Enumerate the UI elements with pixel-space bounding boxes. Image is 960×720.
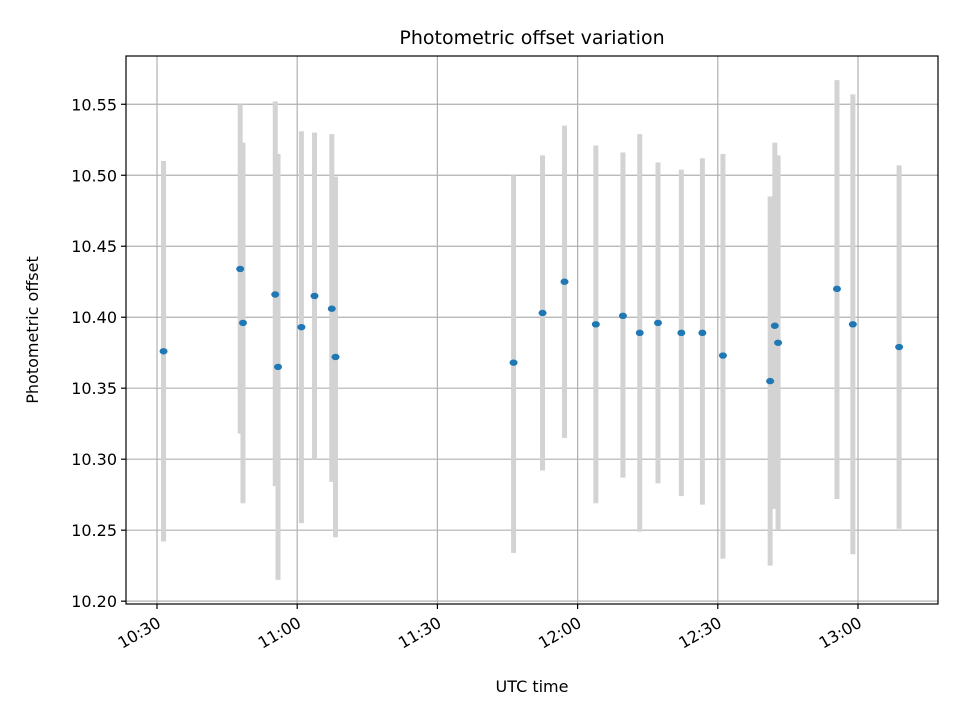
y-tick-label: 10.55 [71, 95, 117, 114]
data-point [766, 377, 775, 385]
point-layer [159, 265, 904, 385]
y-axis-label: Photometric offset [23, 256, 42, 404]
data-point [618, 312, 627, 320]
y-axis-ticks: 10.20 10.25 10.30 10.35 10.40 10.45 10.50 10.55 [71, 95, 126, 611]
data-point [274, 363, 283, 371]
data-point [310, 292, 319, 300]
chart-title: Photometric offset variation [399, 27, 664, 49]
data-point [560, 278, 569, 285]
x-tick-label: 12:30 [675, 613, 724, 653]
x-tick-label: 13:00 [816, 613, 865, 653]
plot-frame [125, 55, 939, 605]
data-point [159, 348, 168, 355]
data-point [331, 353, 340, 361]
data-point [770, 322, 779, 329]
data-point [848, 321, 857, 328]
x-tick-label: 11:00 [255, 613, 304, 653]
data-point [774, 339, 783, 346]
data-point [698, 329, 707, 337]
data-point [635, 329, 644, 337]
data-point [238, 319, 247, 327]
data-point [591, 321, 600, 328]
x-tick-label: 11:30 [395, 613, 444, 653]
data-point [297, 323, 306, 331]
data-point [677, 329, 686, 337]
grid-layer [126, 56, 938, 604]
y-tick-label: 10.50 [71, 166, 117, 185]
x-axis-label: UTC time [496, 677, 569, 696]
data-point [895, 343, 904, 351]
y-tick-label: 10.20 [71, 592, 117, 611]
data-point [236, 265, 245, 273]
y-tick-label: 10.40 [71, 308, 117, 327]
y-tick-label: 10.30 [71, 450, 117, 469]
data-point [538, 309, 547, 317]
data-point [509, 359, 518, 366]
y-tick-label: 10.45 [71, 237, 117, 256]
data-point [653, 319, 662, 327]
x-tick-label: 12:00 [535, 613, 584, 653]
y-tick-label: 10.25 [71, 521, 117, 540]
data-point [832, 285, 841, 293]
y-tick-label: 10.35 [71, 379, 117, 398]
x-tick-label: 10:30 [115, 613, 164, 653]
data-point [327, 305, 336, 312]
errorbar-layer [161, 80, 902, 580]
data-point [271, 291, 280, 298]
x-axis-ticks: 10:30 11:00 11:30 12:00 12:30 13:00 [115, 604, 865, 653]
data-point [718, 352, 727, 359]
